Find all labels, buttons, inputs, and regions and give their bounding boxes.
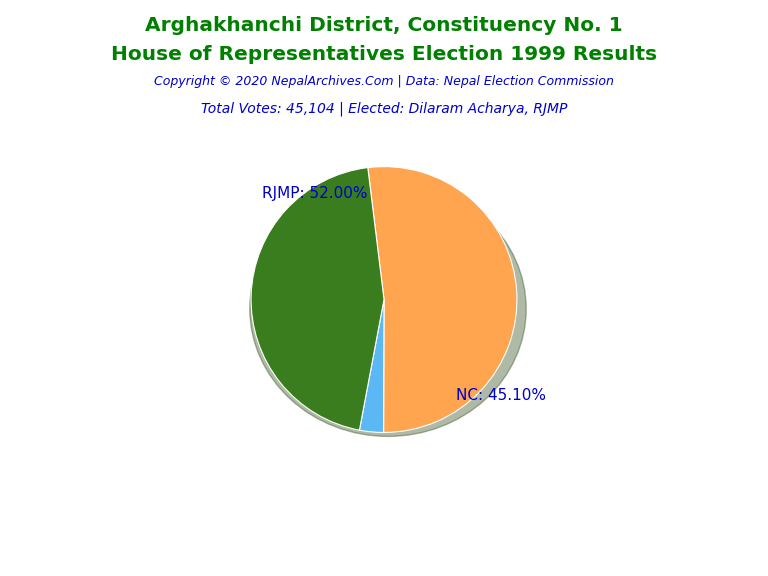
Text: RJMP: 52.00%: RJMP: 52.00% — [262, 185, 368, 200]
Wedge shape — [251, 168, 384, 430]
Ellipse shape — [250, 181, 526, 437]
Text: NC: 45.10%: NC: 45.10% — [456, 388, 546, 403]
Text: Arghakhanchi District, Constituency No. 1: Arghakhanchi District, Constituency No. … — [145, 17, 623, 35]
Text: Total Votes: 45,104 | Elected: Dilaram Acharya, RJMP: Total Votes: 45,104 | Elected: Dilaram A… — [200, 101, 568, 116]
Text: House of Representatives Election 1999 Results: House of Representatives Election 1999 R… — [111, 46, 657, 64]
Text: Copyright © 2020 NepalArchives.Com | Data: Nepal Election Commission: Copyright © 2020 NepalArchives.Com | Dat… — [154, 75, 614, 88]
Wedge shape — [368, 166, 517, 433]
Wedge shape — [359, 300, 384, 433]
